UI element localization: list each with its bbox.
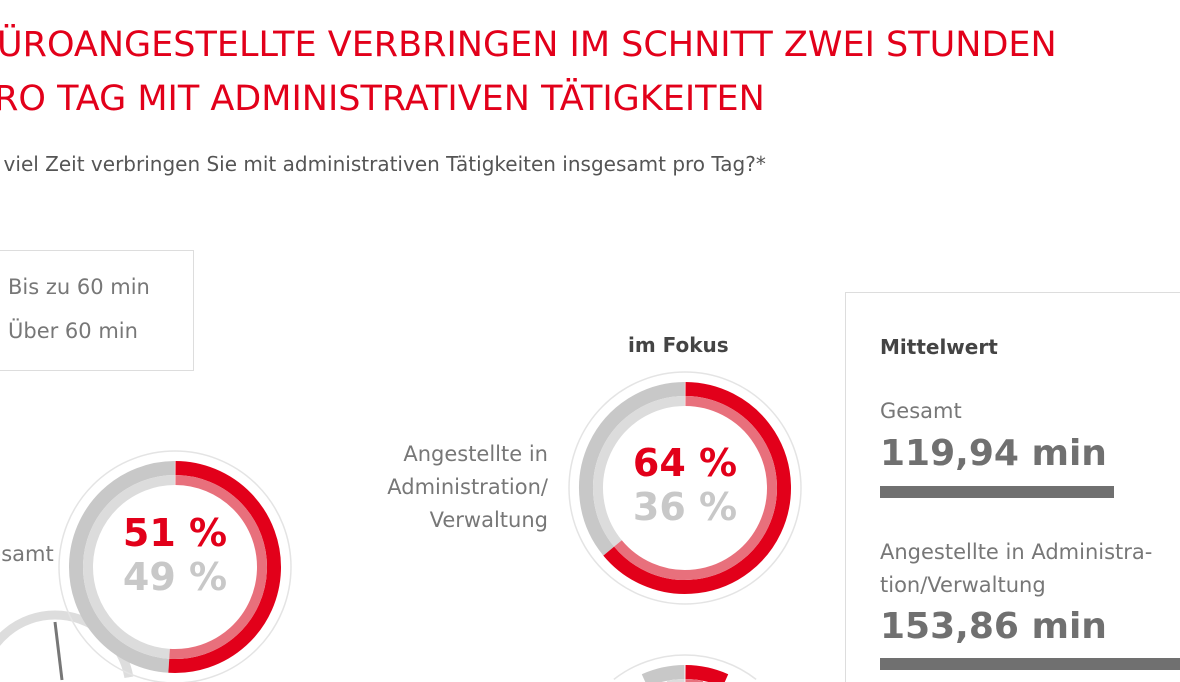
label-line: Angestellte in Administra- xyxy=(880,540,1153,564)
donut-outline xyxy=(613,654,757,680)
donut-slice-up-to-60 xyxy=(603,382,791,594)
bar-admin xyxy=(880,658,1180,670)
label-line: Angestellte in xyxy=(403,442,548,466)
label-line: tion/Verwaltung xyxy=(880,573,1046,597)
donut-label-gesamt: Gesamt xyxy=(0,542,54,566)
donut-outline xyxy=(58,450,292,682)
donut-value-grey: 36 % xyxy=(632,485,738,529)
admin-value: 153,86 min xyxy=(880,606,1107,647)
donut-slice-up-to-60 xyxy=(168,461,281,673)
title-line-1: BÜROANGESTELLTE VERBRINGEN IM SCHNITT ZW… xyxy=(0,25,1057,65)
subtitle: Wie viel Zeit verbringen Sie mit adminis… xyxy=(0,152,766,176)
donut-outline xyxy=(568,371,802,605)
donut-slice-up-to-60-inner xyxy=(169,475,267,659)
donut-slice-over-60 xyxy=(641,665,685,682)
donut-slice-over-60-inner xyxy=(593,396,685,547)
title-line-2: PRO TAG MIT ADMINISTRATIVEN TÄTIGKEITEN xyxy=(0,79,765,119)
label-line: Verwaltung xyxy=(429,508,548,532)
mittelwert-title: Mittelwert xyxy=(880,335,998,359)
legend-label: Bis zu 60 min xyxy=(8,275,150,299)
donut-value-grey: 49 % xyxy=(122,555,228,599)
legend: Bis zu 60 min Über 60 min xyxy=(0,250,194,371)
donut-value-red: 51 % xyxy=(122,511,228,555)
donut-slice-over-60 xyxy=(579,382,685,556)
donut-label-admin: Angestellte in Administration/ Verwaltun… xyxy=(387,438,548,537)
clock-hand xyxy=(53,621,64,681)
gesamt-label: Gesamt xyxy=(880,399,962,423)
donut-value-red: 64 % xyxy=(632,441,738,485)
focus-label: im Fokus xyxy=(628,333,729,357)
bar-gesamt xyxy=(880,486,1114,498)
legend-label: Über 60 min xyxy=(8,319,138,343)
donut-slice-up-to-60-inner xyxy=(614,396,777,580)
donut-slice-over-60 xyxy=(69,461,175,673)
gesamt-value: 119,94 min xyxy=(880,433,1107,474)
label-line: Administration/ xyxy=(387,475,548,499)
donut-slice-up-to-60 xyxy=(685,665,729,682)
admin-label: Angestellte in Administra- tion/Verwaltu… xyxy=(880,536,1152,602)
donut-slice-over-60-inner xyxy=(83,475,175,659)
mittelwert-box: Mittelwert Gesamt 119,94 min Angestellte… xyxy=(845,292,1180,682)
